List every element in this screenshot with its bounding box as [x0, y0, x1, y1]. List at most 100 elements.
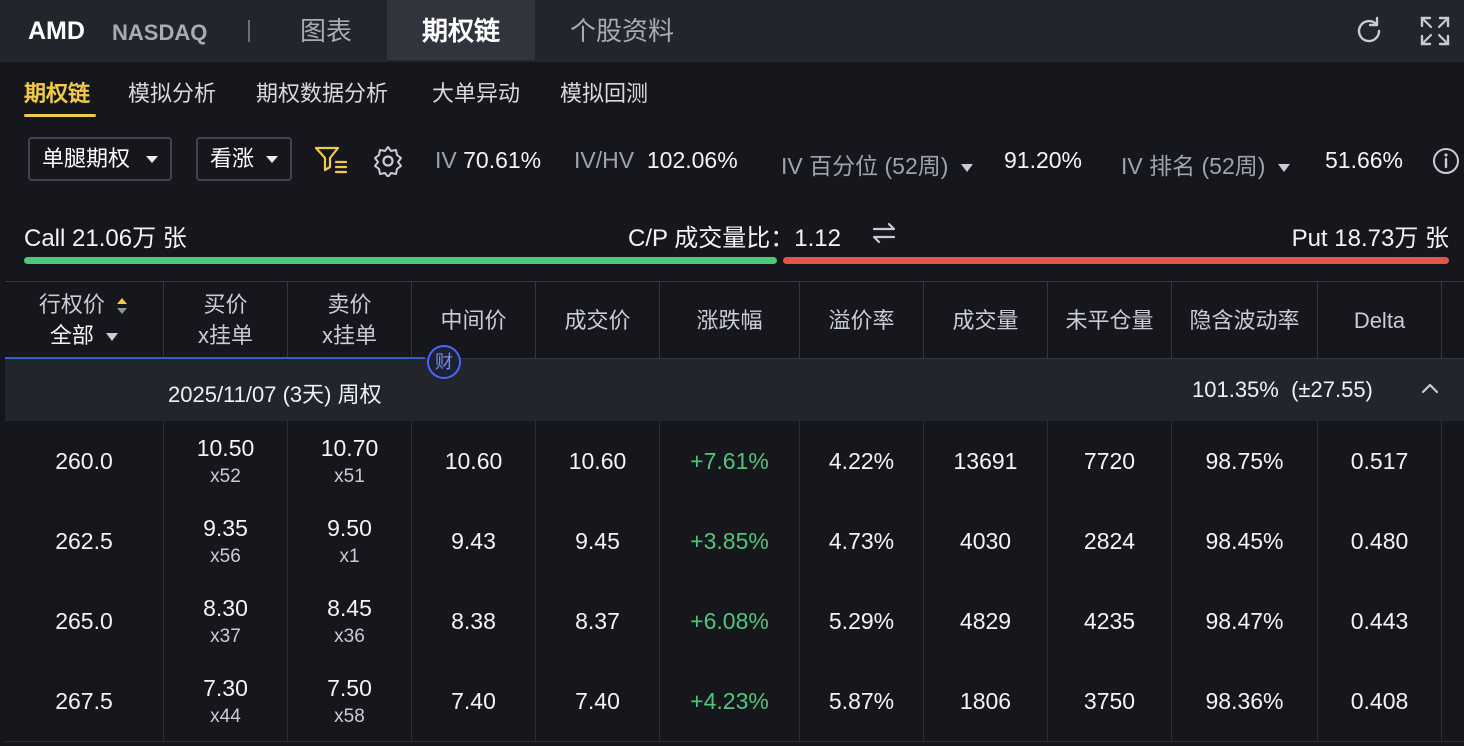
sort-icon[interactable] — [115, 296, 129, 316]
strike-header-label: 行权价 — [38, 292, 105, 317]
chevron-down-icon — [266, 156, 278, 163]
bid-size: x52 — [210, 465, 241, 487]
strategy-dropdown[interactable]: 单腿期权 — [28, 137, 172, 181]
direction-dropdown[interactable]: 看涨 — [196, 137, 292, 181]
volume-header: 成交量 — [924, 281, 1048, 359]
chevron-up-icon[interactable] — [1421, 381, 1439, 395]
ask-price: 7.50 — [327, 674, 372, 701]
mid-cell: 10.60 — [412, 421, 536, 501]
subtab-option-chain[interactable]: 期权链 — [24, 81, 91, 106]
bid-cell[interactable]: 7.30 x44 — [164, 661, 288, 741]
filter-icon[interactable] — [314, 145, 348, 175]
iv-rank-selector[interactable]: IV 排名 (52周) — [1121, 147, 1290, 181]
ticker-symbol: AMD — [28, 17, 85, 45]
implied-volatility-cell: 98.75% — [1172, 421, 1318, 501]
open-interest-cell: 4235 — [1048, 581, 1172, 661]
subtab-option-data-analysis[interactable]: 期权数据分析 — [256, 81, 389, 106]
fullscreen-icon[interactable] — [1418, 14, 1452, 48]
ask-cell[interactable]: 10.70 x51 — [288, 421, 412, 501]
put-volume-bar — [783, 257, 1449, 264]
earnings-badge[interactable]: 财 — [427, 345, 461, 379]
volume-cell: 4829 — [924, 581, 1048, 661]
last-cell: 8.37 — [536, 581, 660, 661]
ask-price: 9.50 — [327, 514, 372, 541]
tab-option-chain[interactable]: 期权链 — [387, 0, 535, 60]
volume-cell: 13691 — [924, 421, 1048, 501]
premium-cell: 4.22% — [800, 421, 924, 501]
delta-header: Delta — [1318, 281, 1442, 359]
table-row[interactable]: 265.0 8.30 x37 8.45 x36 8.38 8.37 +6.08% 5… — [5, 581, 1464, 662]
ask-cell[interactable]: 9.50 x1 — [288, 501, 412, 581]
iv-value: 70.61% — [463, 147, 542, 173]
premium-cell: 4.73% — [800, 501, 924, 581]
subtab-backtest[interactable]: 模拟回测 — [560, 81, 649, 106]
bid-cell[interactable]: 8.30 x37 — [164, 581, 288, 661]
last-cell: 9.45 — [536, 501, 660, 581]
table-row[interactable]: 262.5 9.35 x56 9.50 x1 9.43 9.45 +3.85% 4.… — [5, 501, 1464, 582]
strike-cell: 267.5 — [5, 661, 164, 741]
iv-stat: IV 70.61% — [435, 147, 541, 174]
ask-size: x1 — [339, 545, 360, 567]
bid-size-header-label: x挂单 — [197, 323, 253, 348]
delta-cell: 0.480 — [1318, 501, 1442, 581]
premium-header: 溢价率 — [800, 281, 924, 359]
premium-cell: 5.29% — [800, 581, 924, 661]
strike-header[interactable]: 行权价 全部 — [5, 281, 164, 359]
divider — [5, 281, 1464, 282]
put-volume: Put 18.73万 张 — [1291, 225, 1449, 252]
info-icon[interactable] — [1432, 147, 1460, 175]
ask-size-header-label: x挂单 — [321, 323, 377, 348]
underlying-price-line — [5, 357, 425, 359]
table-row[interactable]: 260.0 10.50 x52 10.70 x51 10.60 10.60 +7.6… — [5, 421, 1464, 502]
strike-filter-selector[interactable]: 全部 — [49, 320, 119, 351]
ask-size: x51 — [334, 465, 365, 487]
direction-value: 看涨 — [210, 146, 255, 171]
expiry-group-header[interactable]: 2025/11/07 (3天) 周权 101.35% (±27.55) — [5, 359, 1464, 421]
bid-cell[interactable]: 10.50 x52 — [164, 421, 288, 501]
bid-size: x44 — [210, 705, 241, 727]
expiry-iv-value: 101.35% — [1192, 377, 1279, 402]
mid-header: 中间价 — [412, 281, 536, 359]
change-cell: +4.23% — [660, 661, 800, 741]
gear-icon[interactable] — [372, 145, 404, 177]
sub-tab-bar: 期权链 模拟分析 期权数据分析 大单异动 模拟回测 — [0, 62, 1464, 120]
bid-header: 买价 x挂单 — [164, 281, 288, 359]
ask-cell[interactable]: 7.50 x58 — [288, 661, 412, 741]
ask-price: 10.70 — [320, 434, 379, 461]
bid-price: 7.30 — [203, 674, 248, 701]
strike-header-title[interactable]: 行权价 — [39, 289, 129, 320]
expiry-iv: 101.35% (±27.55) — [1192, 377, 1373, 403]
call-volume-bar — [24, 257, 777, 264]
iv-percentile-value: 91.20% — [1004, 147, 1083, 173]
ask-cell[interactable]: 8.45 x36 — [288, 581, 412, 661]
table-row[interactable]: 267.5 7.30 x44 7.50 x58 7.40 7.40 +4.23% 5… — [5, 661, 1464, 742]
subtab-simulation[interactable]: 模拟分析 — [128, 81, 217, 106]
cp-ratio: C/P 成交量比：1.12 — [628, 218, 841, 253]
tab-company-profile[interactable]: 个股资料 — [569, 16, 674, 46]
implied-volatility-header: 隐含波动率 — [1172, 281, 1318, 359]
subtab-unusual-activity[interactable]: 大单异动 — [432, 81, 521, 106]
volume-cell: 1806 — [924, 661, 1048, 741]
swap-icon[interactable] — [870, 221, 898, 245]
refresh-icon[interactable] — [1352, 14, 1386, 48]
last-cell: 10.60 — [536, 421, 660, 501]
bid-price: 8.30 — [203, 594, 248, 621]
delta-cell: 0.443 — [1318, 581, 1442, 661]
last-cell: 7.40 — [536, 661, 660, 741]
bid-size: x56 — [210, 545, 241, 567]
ivhv-value: 102.06% — [646, 147, 738, 173]
ask-price: 8.45 — [327, 594, 372, 621]
premium-cell: 5.87% — [800, 661, 924, 741]
iv-percentile-selector[interactable]: IV 百分位 (52周) — [781, 147, 973, 181]
bid-cell[interactable]: 9.35 x56 — [164, 501, 288, 581]
iv-label: IV — [435, 147, 457, 173]
strike-cell: 265.0 — [5, 581, 164, 661]
open-interest-cell: 7720 — [1048, 421, 1172, 501]
tab-chart[interactable]: 图表 — [299, 16, 352, 46]
ivhv-label: IV/HV — [574, 147, 635, 173]
active-tab-indicator — [24, 114, 96, 117]
change-header: 涨跌幅 — [660, 281, 800, 359]
strike-filter-value: 全部 — [49, 323, 94, 348]
strike-cell: 260.0 — [5, 421, 164, 501]
strategy-value: 单腿期权 — [42, 146, 131, 171]
